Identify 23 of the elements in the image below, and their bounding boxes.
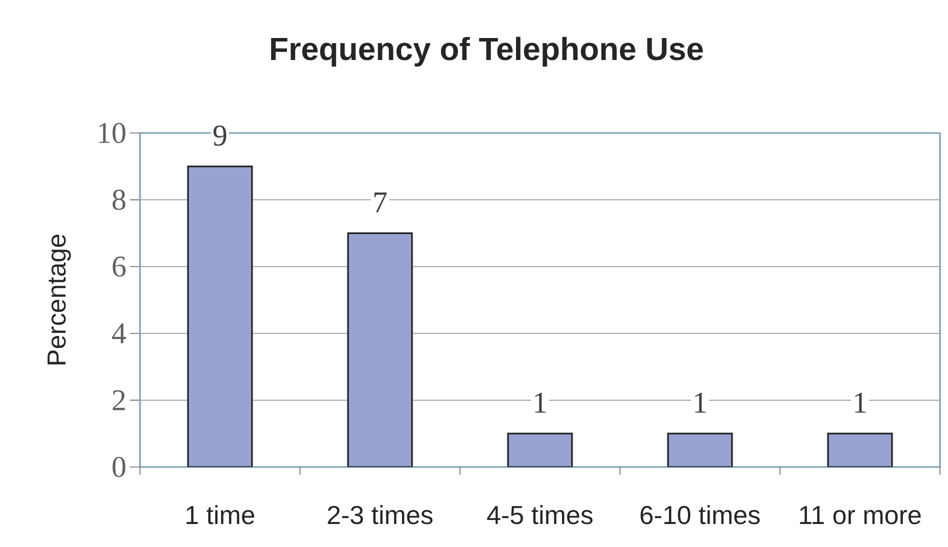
data-label: 1 <box>855 392 866 413</box>
x-tick-label: 11 or more <box>800 506 921 524</box>
y-tick-label: 2 <box>112 390 125 410</box>
bar <box>187 166 253 467</box>
x-tick-label: 1 time <box>186 505 254 524</box>
y-tick-label: 10 <box>99 122 126 144</box>
x-tick-label: 2-3 times <box>328 505 432 524</box>
data-label: 9 <box>213 126 226 146</box>
x-tick-label: 4-5 times <box>487 505 592 524</box>
y-tick-label: 4 <box>112 324 126 344</box>
y-tick-label: 0 <box>112 456 126 478</box>
data-label: 1 <box>535 392 546 413</box>
y-tick-label: 6 <box>112 256 126 277</box>
x-tick-label: 6-10 times <box>640 505 760 524</box>
bar <box>507 432 573 467</box>
y-axis-title: Percentage <box>48 234 71 364</box>
data-label: 7 <box>374 192 387 212</box>
data-label: 1 <box>695 392 706 413</box>
y-tick-label: 8 <box>112 190 126 210</box>
bar <box>667 432 733 467</box>
chart-title: Frequency of Telephone Use <box>271 36 703 67</box>
bar <box>347 232 413 467</box>
bar <box>827 432 893 467</box>
